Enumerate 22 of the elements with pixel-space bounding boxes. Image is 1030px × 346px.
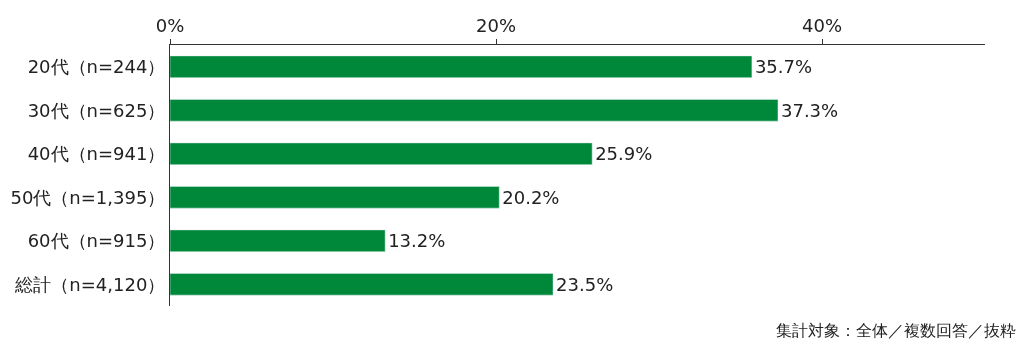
bar <box>170 142 593 165</box>
x-tick-label: 0% <box>155 14 185 36</box>
bar <box>170 186 500 209</box>
data-label: 13.2% <box>388 230 446 252</box>
y-tick-label: 60代（n=915） <box>27 230 166 252</box>
bar <box>170 229 386 252</box>
y-tick-label: 50代（n=1,395） <box>10 186 166 208</box>
data-label: 37.3% <box>780 99 839 121</box>
bar <box>170 273 554 296</box>
x-tick-label: 40% <box>801 14 843 36</box>
text: 集計対象：全体／複数回答／抜粋 <box>776 321 1016 340</box>
y-tick-label: 総計（n=4,120） <box>14 273 166 295</box>
y-tick-label: 30代（n=625） <box>27 99 166 121</box>
y-tick-label: 40代（n=941） <box>27 143 166 165</box>
data-label: 20.2% <box>502 186 560 208</box>
x-tick-label: 20% <box>475 14 517 36</box>
bar <box>170 99 779 122</box>
y-tick-label: 20代（n=244） <box>27 56 166 78</box>
data-label: 23.5% <box>556 273 614 295</box>
bar <box>170 55 753 78</box>
data-label: 35.7% <box>754 56 813 78</box>
data-label: 25.9% <box>595 143 653 165</box>
